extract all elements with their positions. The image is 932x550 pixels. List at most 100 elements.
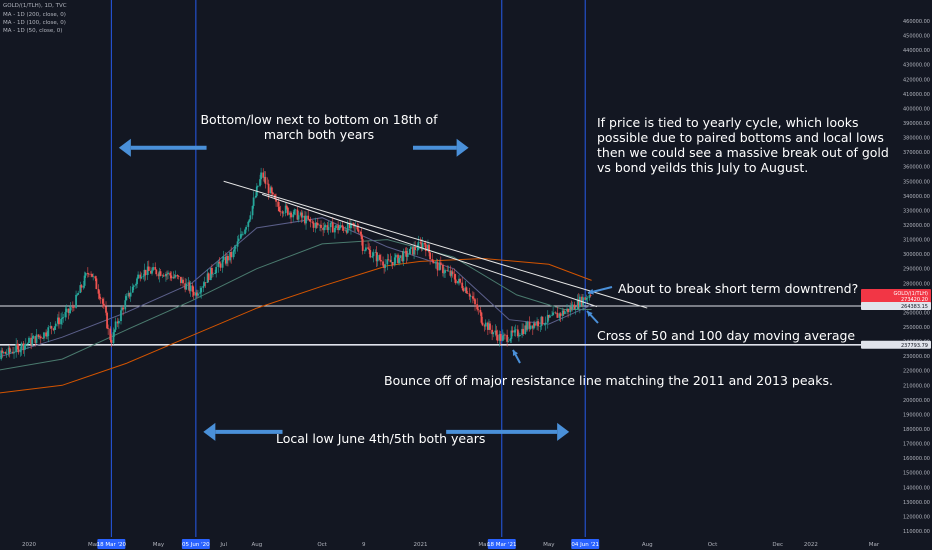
candle-body bbox=[200, 287, 203, 293]
candle-body bbox=[37, 334, 40, 338]
candle-body bbox=[278, 206, 281, 212]
price-tick-label: 110000.00 bbox=[903, 529, 930, 535]
candle-body bbox=[147, 266, 150, 271]
candle-body bbox=[28, 337, 30, 343]
candle-body bbox=[350, 222, 352, 229]
price-tick-label: 420000.00 bbox=[903, 77, 930, 83]
candle-body bbox=[56, 317, 59, 324]
candle-body bbox=[555, 312, 558, 314]
candle-body bbox=[294, 209, 297, 211]
ma200-legend[interactable]: MA - 1D (200, close, 0) bbox=[3, 12, 66, 18]
candle-body bbox=[290, 212, 292, 218]
candle-body bbox=[513, 330, 516, 333]
date-marker-tag bbox=[571, 539, 600, 549]
candle-body bbox=[219, 263, 222, 268]
candle-body bbox=[121, 307, 123, 311]
candle-body bbox=[479, 310, 482, 313]
last-price-tag-text: 273420.20 bbox=[901, 297, 928, 303]
candle-body bbox=[256, 185, 259, 187]
candle-body bbox=[286, 207, 289, 215]
candle-body bbox=[496, 334, 499, 341]
candle-body bbox=[375, 252, 378, 262]
candle-body bbox=[60, 319, 62, 325]
candle-body bbox=[112, 332, 115, 344]
date-marker-tag bbox=[181, 539, 210, 549]
candle-body bbox=[86, 273, 89, 274]
pointer-arrow-head bbox=[512, 350, 519, 356]
candle-body bbox=[58, 317, 60, 325]
candle-body bbox=[589, 295, 592, 297]
downtrend-lines[interactable] bbox=[223, 180, 648, 309]
arrow-head bbox=[118, 138, 131, 157]
candle-body bbox=[22, 343, 25, 351]
date-marker-tag bbox=[97, 539, 126, 549]
candle-body bbox=[98, 293, 101, 299]
price-axis[interactable]: 110000.00 120000.00 130000.00 140000.00 1500… bbox=[895, 0, 932, 550]
candle-body bbox=[540, 316, 543, 327]
candle-body bbox=[577, 299, 580, 308]
candle-body bbox=[114, 321, 117, 330]
candle-body bbox=[342, 227, 345, 231]
candle-body bbox=[117, 321, 120, 324]
candle-body bbox=[408, 248, 411, 255]
time-tick-label: 9 bbox=[362, 542, 366, 548]
candle-body bbox=[506, 334, 509, 342]
candle-body bbox=[135, 284, 137, 286]
candle-body bbox=[324, 225, 327, 228]
trendline[interactable] bbox=[262, 193, 598, 308]
candle-body bbox=[544, 322, 547, 325]
candle-body bbox=[461, 282, 464, 289]
candle-body bbox=[270, 187, 273, 193]
candle-body bbox=[308, 219, 311, 220]
candle-body bbox=[31, 338, 34, 345]
time-tick-label: May bbox=[153, 542, 165, 548]
ma100-legend[interactable]: MA - 1D (100, close, 0) bbox=[3, 20, 66, 26]
candle-body bbox=[447, 270, 450, 272]
price-tick-label: 170000.00 bbox=[903, 442, 930, 448]
candle-body bbox=[401, 255, 404, 262]
candle-body bbox=[230, 252, 233, 258]
bottom-annotation: Bottom/low next to bottom on 18th of mar… bbox=[200, 112, 438, 142]
price-tick-label: 280000.00 bbox=[903, 281, 930, 287]
candle-body bbox=[312, 222, 315, 228]
cycle-annotation: If price is tied to yearly cycle, which … bbox=[597, 115, 889, 175]
price-tick-label: 320000.00 bbox=[903, 223, 930, 229]
candle-body bbox=[442, 264, 444, 274]
candle-body bbox=[319, 224, 321, 226]
candle-body bbox=[380, 259, 382, 262]
candle-body bbox=[352, 222, 354, 224]
candle-body bbox=[105, 306, 107, 313]
candle-body bbox=[129, 292, 132, 297]
candle-body bbox=[50, 326, 53, 329]
price-tick-label: 400000.00 bbox=[903, 106, 930, 112]
candle-body bbox=[158, 271, 161, 277]
candle-body bbox=[143, 269, 146, 276]
candle-body bbox=[435, 262, 438, 263]
candle-body bbox=[248, 219, 251, 222]
time-axis[interactable]: 2020 Mar May Jul Aug Oct 9 2021 Mar May Aug Oct Dec 2… bbox=[0, 537, 932, 550]
ma50-legend[interactable]: MA - 1D (50, close, 0) bbox=[3, 28, 63, 34]
date-marker-label: 18 Mar '21 bbox=[487, 542, 516, 548]
candle-body bbox=[236, 241, 239, 247]
candle-body bbox=[9, 351, 12, 353]
time-tick-label: Dec bbox=[772, 542, 783, 548]
ticker-label[interactable]: GOLD/(1/TLH), 1D, TVC bbox=[3, 3, 67, 9]
pointer-arrow-head bbox=[588, 288, 594, 295]
candle-body bbox=[116, 321, 119, 324]
candle-body bbox=[292, 214, 295, 218]
candle-body bbox=[240, 234, 243, 235]
candle-body bbox=[546, 315, 549, 323]
candle-body bbox=[469, 296, 472, 297]
candle-body bbox=[260, 172, 263, 180]
time-tick-label: Jul bbox=[219, 542, 227, 548]
candle-body bbox=[409, 247, 412, 249]
trendline[interactable] bbox=[223, 180, 648, 309]
arrow-head bbox=[557, 422, 570, 441]
candle-body bbox=[561, 310, 564, 316]
candle-body bbox=[285, 205, 288, 208]
price-tick-label: 190000.00 bbox=[903, 412, 930, 418]
candle-body bbox=[371, 256, 374, 258]
candle-body bbox=[494, 330, 497, 333]
candle-body bbox=[412, 247, 414, 255]
